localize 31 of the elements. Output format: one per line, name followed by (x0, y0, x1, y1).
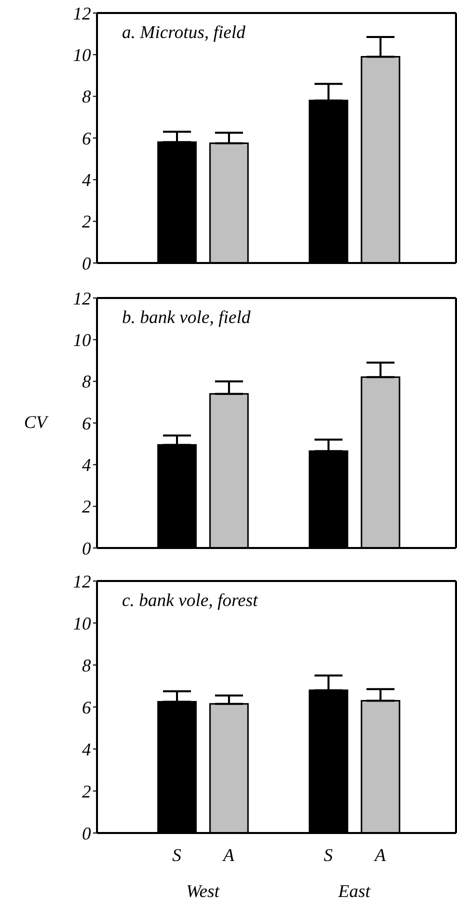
text: b. bank vole, field (122, 307, 250, 328)
y-tick-label: 10 (73, 330, 91, 350)
y-tick-label: 10 (73, 45, 91, 66)
y-tick-label: 8 (82, 372, 91, 392)
y-tick-label: 0 (82, 823, 91, 844)
text: A (374, 845, 386, 865)
y-tick-label: 2 (82, 496, 91, 517)
y-tick-label: 12 (73, 571, 91, 592)
y-tick-label: 8 (82, 86, 91, 107)
y-tick-label: 4 (82, 739, 91, 760)
y-tick-label: 8 (82, 655, 91, 676)
y-tick-label: 6 (82, 697, 91, 718)
y-tick-label: 12 (73, 288, 91, 308)
text: a. Microtus, field (122, 22, 246, 43)
text: c. bank vole, forest (122, 590, 258, 611)
series-label: S (172, 845, 182, 865)
series-label: A (222, 845, 236, 865)
x-tick-label: East (337, 881, 372, 901)
y-tick-label: 6 (82, 128, 91, 148)
y-tick-label: 4 (82, 455, 91, 476)
x-tick-label: West (186, 881, 220, 901)
y-tick-label: 6 (82, 413, 91, 434)
y-tick-label: 2 (82, 212, 91, 232)
y-tick-label: 0 (82, 253, 91, 274)
text: S (324, 845, 333, 865)
y-tick-label: 4 (82, 170, 91, 190)
y-tick-label: 2 (82, 781, 91, 802)
y-tick-label: 10 (73, 613, 91, 634)
y-tick-label: 0 (82, 538, 91, 558)
y-tick-label: 12 (73, 3, 91, 24)
y-axis-title: CV (24, 412, 48, 433)
